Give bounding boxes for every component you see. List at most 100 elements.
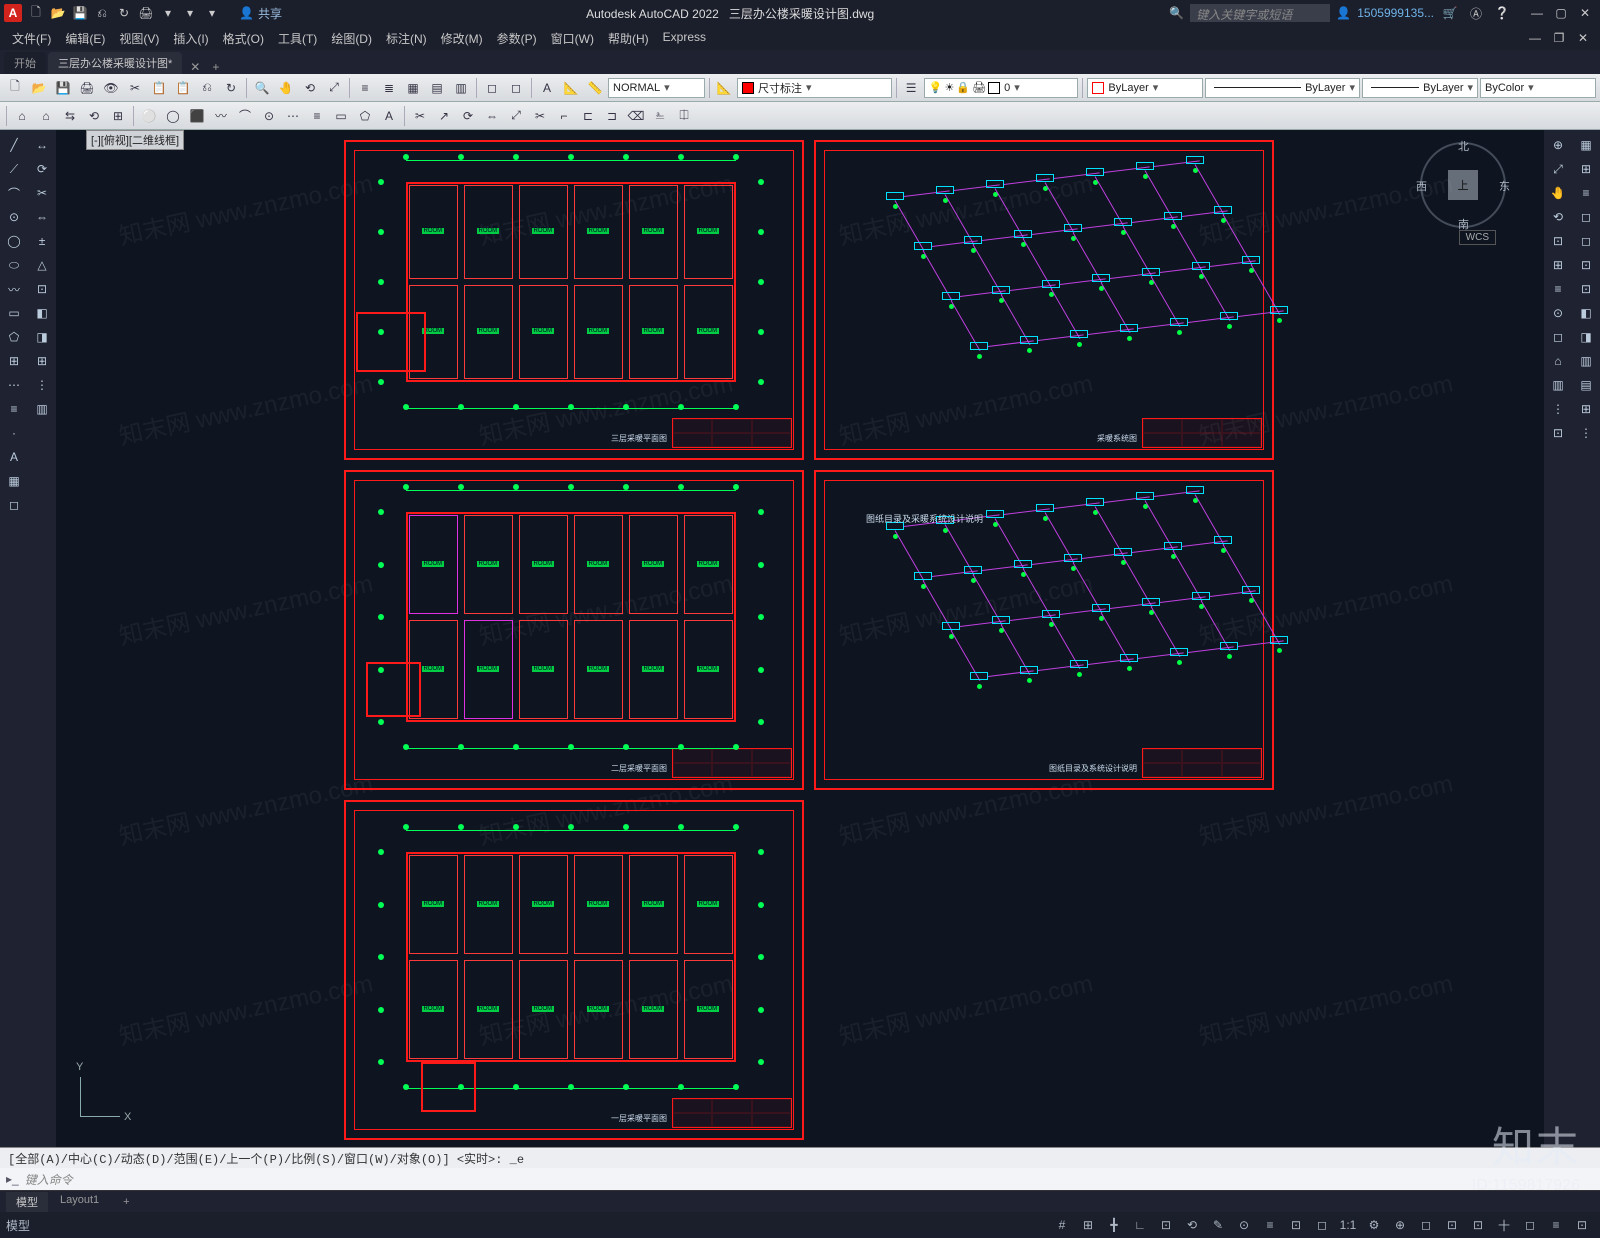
status-button-7[interactable]: ⊙ bbox=[1232, 1215, 1256, 1235]
toolbar2-button-16[interactable]: ⬠ bbox=[354, 105, 376, 127]
toolbar2-button-14[interactable]: ≡ bbox=[306, 105, 328, 127]
qat-button-2[interactable]: 💾 bbox=[70, 3, 90, 23]
toolbar2-button-22[interactable]: ⇔ bbox=[481, 105, 503, 127]
linetype-combo[interactable]: ByLayer▾ bbox=[1205, 78, 1360, 98]
doc-tab-1[interactable]: 三层办公楼采暖设计图* bbox=[48, 52, 182, 74]
menu-9[interactable]: 参数(P) bbox=[491, 28, 543, 49]
toolbar1-button-6[interactable]: 📋 bbox=[148, 77, 170, 99]
viewcube-top[interactable]: 上 bbox=[1448, 170, 1478, 200]
toolbar2-button-24[interactable]: ✂ bbox=[529, 105, 551, 127]
viewport-label[interactable]: [-][俯视][二维线框] bbox=[86, 130, 184, 150]
user-name[interactable]: 1505999135... bbox=[1357, 6, 1434, 20]
panel-tool-7[interactable]: ◧ bbox=[1575, 302, 1597, 324]
status-button-14[interactable]: ◻ bbox=[1414, 1215, 1438, 1235]
status-button-4[interactable]: ⊡ bbox=[1154, 1215, 1178, 1235]
toolbar2-button-17[interactable]: A bbox=[378, 105, 400, 127]
toolbar1-button-5[interactable]: ✂ bbox=[124, 77, 146, 99]
menu-5[interactable]: 工具(T) bbox=[272, 28, 323, 49]
toolbar1-button-18[interactable]: ▦ bbox=[402, 77, 424, 99]
toolbar1-button-11[interactable]: 🔍 bbox=[251, 77, 273, 99]
layer-combo[interactable]: 💡☀🔒🖨 0▾ bbox=[924, 78, 1079, 98]
panel-tool-6[interactable]: ⊡ bbox=[1575, 278, 1597, 300]
status-button-2[interactable]: ╋ bbox=[1102, 1215, 1126, 1235]
menu-2[interactable]: 视图(V) bbox=[113, 28, 165, 49]
draw-tool-2[interactable]: ⌒ bbox=[3, 182, 25, 204]
cart-icon[interactable]: 🛒 bbox=[1440, 3, 1460, 23]
toolbar1-button-13[interactable]: ⟲ bbox=[299, 77, 321, 99]
modify-tool-7[interactable]: ◧ bbox=[31, 302, 53, 324]
nav-tool-6[interactable]: ≡ bbox=[1547, 278, 1569, 300]
modify-tool-4[interactable]: ± bbox=[31, 230, 53, 252]
panel-tool-4[interactable]: ◻ bbox=[1575, 230, 1597, 252]
doc-close-button[interactable]: ✕ bbox=[1572, 29, 1594, 47]
status-button-18[interactable]: ◻ bbox=[1518, 1215, 1542, 1235]
toolbar2-button-23[interactable]: ⤢ bbox=[505, 105, 527, 127]
toolbar2-button-9[interactable]: ⬛ bbox=[186, 105, 208, 127]
drawing-canvas[interactable]: [-][俯视][二维线框] 上 北 南 东 西 WCS X Y 知末网 www.… bbox=[56, 130, 1544, 1147]
toolbar2-button-8[interactable]: ◯ bbox=[162, 105, 184, 127]
toolbar1-button-8[interactable]: ⎌ bbox=[196, 77, 218, 99]
dim-icon[interactable]: 📐 bbox=[714, 77, 735, 99]
draw-tool-8[interactable]: ⬠ bbox=[3, 326, 25, 348]
layout-tab-0[interactable]: 模型 bbox=[6, 1192, 48, 1212]
add-tab-button[interactable]: ✕ bbox=[184, 60, 206, 74]
toolbar2-button-5[interactable]: ⊞ bbox=[107, 105, 129, 127]
toolbar2-button-29[interactable]: ⎁ bbox=[649, 105, 671, 127]
toolbar2-button-11[interactable]: ⌒ bbox=[234, 105, 256, 127]
modify-tool-10[interactable]: ⋮ bbox=[31, 374, 53, 396]
menu-6[interactable]: 绘图(D) bbox=[325, 28, 378, 49]
dim-style-combo[interactable]: 尺寸标注▾ bbox=[737, 78, 892, 98]
nav-tool-0[interactable]: ⊕ bbox=[1547, 134, 1569, 156]
status-button-19[interactable]: ≡ bbox=[1544, 1215, 1568, 1235]
toolbar2-button-27[interactable]: ⊐ bbox=[601, 105, 623, 127]
panel-tool-0[interactable]: ▦ bbox=[1575, 134, 1597, 156]
nav-tool-12[interactable]: ⊡ bbox=[1547, 422, 1569, 444]
draw-tool-14[interactable]: ▦ bbox=[3, 470, 25, 492]
nav-tool-10[interactable]: ▥ bbox=[1547, 374, 1569, 396]
search-input[interactable]: 键入关键字或短语 bbox=[1190, 4, 1330, 22]
toolbar1-button-3[interactable]: 🖨 bbox=[76, 77, 98, 99]
toolbar2-button-12[interactable]: ⊙ bbox=[258, 105, 280, 127]
toolbar2-button-3[interactable]: ⇆ bbox=[59, 105, 81, 127]
status-button-20[interactable]: ⊡ bbox=[1570, 1215, 1594, 1235]
nav-tool-4[interactable]: ⊡ bbox=[1547, 230, 1569, 252]
toolbar2-button-1[interactable]: ⌂ bbox=[11, 105, 33, 127]
status-button-15[interactable]: ⊡ bbox=[1440, 1215, 1464, 1235]
toolbar2-button-30[interactable]: ⎅ bbox=[673, 105, 695, 127]
toolbar1-button-0[interactable]: 🗋 bbox=[4, 77, 26, 99]
toolbar1-button-26[interactable]: 📐 bbox=[560, 77, 582, 99]
modify-tool-6[interactable]: ⊡ bbox=[31, 278, 53, 300]
toolbar2-button-7[interactable]: ⚪ bbox=[138, 105, 160, 127]
modify-tool-9[interactable]: ⊞ bbox=[31, 350, 53, 372]
status-button-13[interactable]: ⊕ bbox=[1388, 1215, 1412, 1235]
layer-props-icon[interactable]: ☰ bbox=[901, 77, 922, 99]
modify-tool-2[interactable]: ✂ bbox=[31, 182, 53, 204]
nav-tool-7[interactable]: ⊙ bbox=[1547, 302, 1569, 324]
toolbar2-button-2[interactable]: ⌂ bbox=[35, 105, 57, 127]
menu-8[interactable]: 修改(M) bbox=[435, 28, 489, 49]
status-button-11[interactable]: 1:1 bbox=[1336, 1215, 1360, 1235]
modify-tool-1[interactable]: ⟳ bbox=[31, 158, 53, 180]
help-icon[interactable]: ❔ bbox=[1492, 3, 1512, 23]
toolbar1-button-12[interactable]: 🤚 bbox=[275, 77, 297, 99]
doc-minimize-button[interactable]: — bbox=[1524, 29, 1546, 47]
toolbar2-button-21[interactable]: ⟳ bbox=[457, 105, 479, 127]
toolbar2-button-26[interactable]: ⊏ bbox=[577, 105, 599, 127]
status-button-9[interactable]: ⊡ bbox=[1284, 1215, 1308, 1235]
draw-tool-6[interactable]: 〰 bbox=[3, 278, 25, 300]
draw-tool-11[interactable]: ≡ bbox=[3, 398, 25, 420]
toolbar2-button-4[interactable]: ⟲ bbox=[83, 105, 105, 127]
share-button[interactable]: 👤 共享 bbox=[230, 3, 291, 23]
draw-tool-10[interactable]: ⋯ bbox=[3, 374, 25, 396]
panel-tool-12[interactable]: ⋮ bbox=[1575, 422, 1597, 444]
panel-tool-11[interactable]: ⊞ bbox=[1575, 398, 1597, 420]
menu-7[interactable]: 标注(N) bbox=[380, 28, 433, 49]
toolbar1-button-16[interactable]: ≡ bbox=[354, 77, 376, 99]
toolbar2-button-28[interactable]: ⌫ bbox=[625, 105, 647, 127]
menu-10[interactable]: 窗口(W) bbox=[545, 28, 600, 49]
app-menu-icon[interactable]: Ⓐ bbox=[1466, 3, 1486, 23]
toolbar1-button-17[interactable]: ≣ bbox=[378, 77, 400, 99]
toolbar2-button-10[interactable]: 〰 bbox=[210, 105, 232, 127]
draw-tool-7[interactable]: ▭ bbox=[3, 302, 25, 324]
modify-tool-11[interactable]: ▥ bbox=[31, 398, 53, 420]
